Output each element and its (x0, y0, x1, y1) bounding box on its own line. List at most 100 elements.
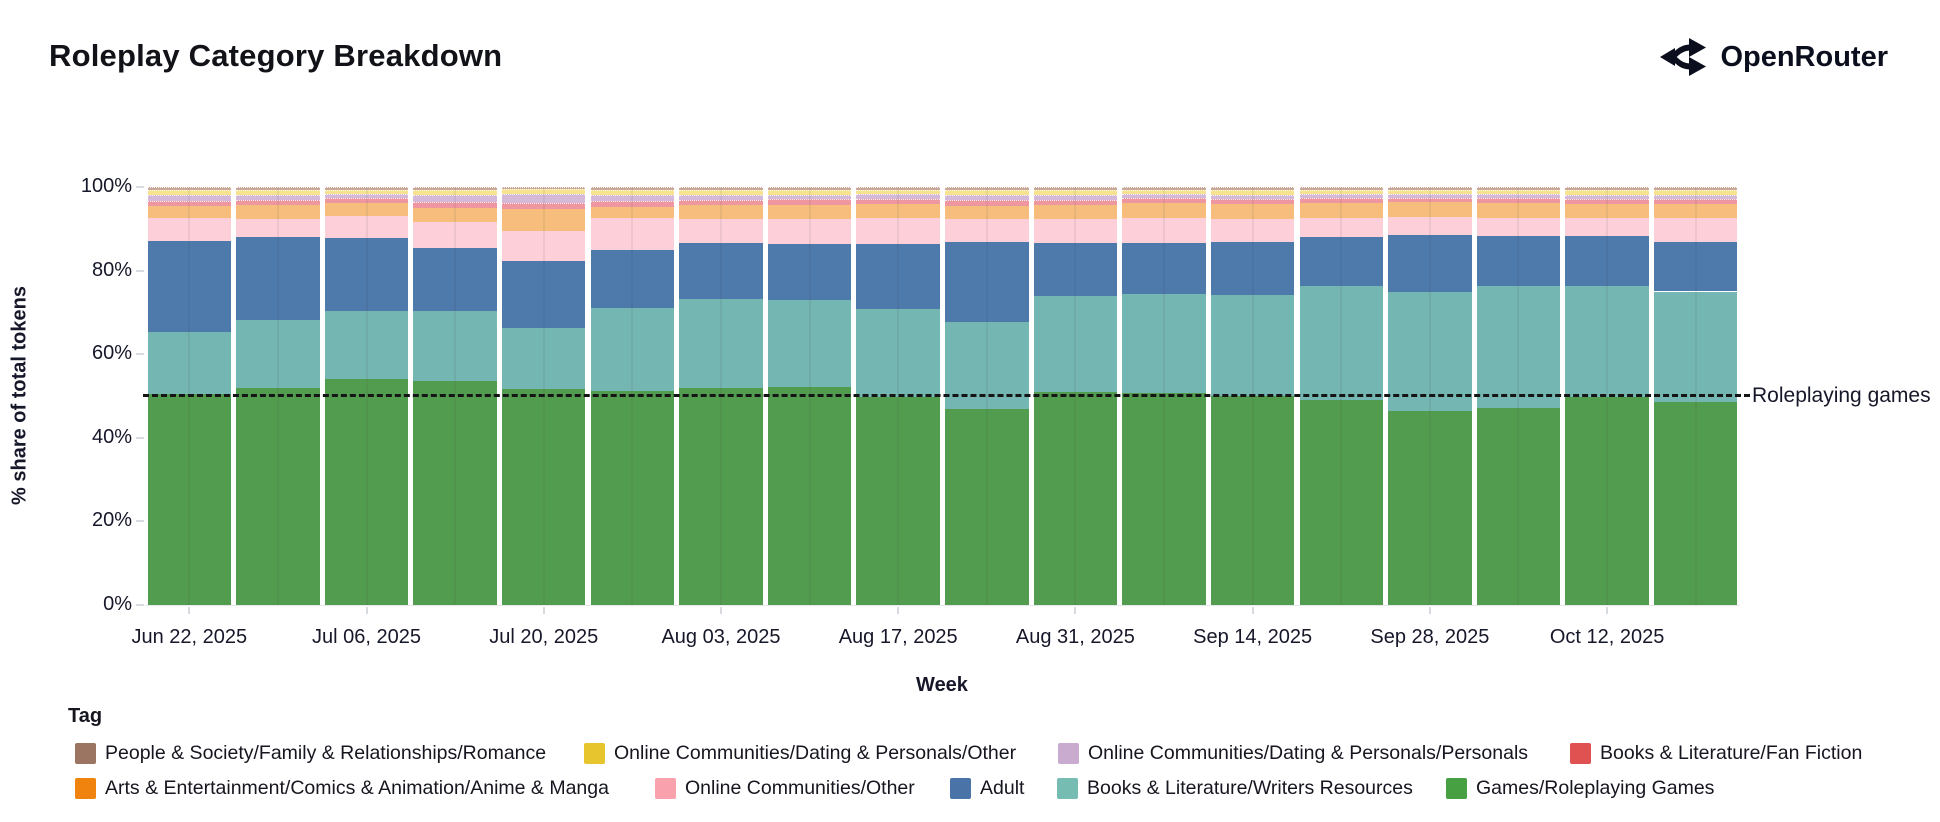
bar-segment[interactable] (767, 219, 852, 244)
bar-segment[interactable] (1476, 203, 1561, 218)
bar-segment[interactable] (1476, 194, 1561, 199)
bar-segment[interactable] (856, 396, 940, 605)
bar-segment[interactable] (236, 189, 320, 195)
bar-segment[interactable] (324, 238, 409, 312)
bar-segment[interactable] (1653, 218, 1738, 242)
bar-segment[interactable] (1210, 294, 1295, 396)
bar-segment[interactable] (1122, 217, 1206, 243)
bar-segment[interactable] (679, 205, 763, 220)
bar-segment[interactable] (1299, 194, 1383, 199)
bar-segment[interactable] (236, 319, 320, 389)
bar-segment[interactable] (1565, 199, 1649, 205)
bar-segment[interactable] (1122, 242, 1206, 294)
legend-item[interactable]: Adult (950, 777, 1024, 800)
bar-segment[interactable] (1476, 189, 1561, 195)
bar-segment[interactable] (767, 386, 852, 605)
bar-segment[interactable] (324, 203, 409, 216)
bar-segment[interactable] (1653, 204, 1738, 219)
bar-segment[interactable] (1033, 295, 1118, 392)
bar-segment[interactable] (679, 243, 763, 300)
bar-segment[interactable] (1033, 205, 1118, 219)
bar-segment[interactable] (236, 187, 320, 190)
bar-segment[interactable] (1122, 187, 1206, 190)
bar-segment[interactable] (1653, 194, 1738, 200)
bar-segment[interactable] (1210, 194, 1295, 200)
bar-segment[interactable] (1565, 235, 1649, 287)
bar-segment[interactable] (856, 203, 940, 219)
bar-segment[interactable] (1210, 189, 1295, 195)
bar-segment[interactable] (590, 308, 675, 391)
bar-segment[interactable] (1033, 391, 1118, 605)
bar-segment[interactable] (324, 194, 409, 199)
bar-segment[interactable] (236, 236, 320, 320)
bar-segment[interactable] (502, 260, 586, 329)
bar-segment[interactable] (1653, 291, 1738, 402)
bar-segment[interactable] (679, 194, 763, 200)
bar-segment[interactable] (147, 240, 231, 333)
bar-segment[interactable] (1565, 204, 1649, 219)
bar-segment[interactable] (856, 187, 940, 190)
bar-segment[interactable] (236, 204, 320, 219)
bar-segment[interactable] (1388, 410, 1472, 605)
bar-segment[interactable] (502, 189, 586, 194)
bar-segment[interactable] (1122, 393, 1206, 605)
bar-segment[interactable] (147, 189, 231, 195)
bar-segment[interactable] (1299, 198, 1383, 204)
legend-item[interactable]: Books & Literature/Fan Fiction (1570, 742, 1862, 765)
bar-segment[interactable] (590, 206, 675, 219)
bar-segment[interactable] (1210, 242, 1295, 295)
legend-item[interactable]: Online Communities/Dating & Personals/Pe… (1058, 742, 1528, 765)
bar-segment[interactable] (1388, 189, 1472, 194)
bar-segment[interactable] (1033, 189, 1118, 195)
bar-segment[interactable] (147, 205, 231, 219)
bar-segment[interactable] (1210, 219, 1295, 243)
bar-segment[interactable] (502, 328, 586, 390)
bar-segment[interactable] (1033, 243, 1118, 296)
bar-segment[interactable] (1299, 203, 1383, 219)
bar-segment[interactable] (945, 199, 1029, 206)
bar-segment[interactable] (1299, 187, 1383, 190)
bar-segment[interactable] (679, 189, 763, 195)
bar-segment[interactable] (502, 230, 586, 261)
bar-segment[interactable] (147, 200, 231, 206)
bar-segment[interactable] (856, 194, 940, 199)
bar-segment[interactable] (945, 409, 1029, 605)
legend-item[interactable]: Online Communities/Dating & Personals/Ot… (584, 742, 1016, 765)
bar-segment[interactable] (1299, 189, 1383, 195)
bar-segment[interactable] (502, 187, 586, 190)
bar-segment[interactable] (1565, 396, 1649, 605)
bar-segment[interactable] (1122, 294, 1206, 394)
bar-segment[interactable] (413, 189, 497, 196)
bar-segment[interactable] (147, 194, 231, 201)
bar-segment[interactable] (1122, 203, 1206, 218)
bar-segment[interactable] (413, 221, 497, 248)
bar-segment[interactable] (1122, 198, 1206, 204)
legend-item[interactable]: People & Society/Family & Relationships/… (75, 742, 546, 765)
bar-segment[interactable] (1210, 187, 1295, 190)
bar-segment[interactable] (1033, 194, 1118, 200)
bar-segment[interactable] (413, 380, 497, 605)
bar-segment[interactable] (1388, 197, 1472, 203)
bar-segment[interactable] (1476, 187, 1561, 190)
bar-segment[interactable] (1388, 193, 1472, 198)
bar-segment[interactable] (856, 189, 940, 195)
bar-segment[interactable] (502, 203, 586, 210)
bar-segment[interactable] (679, 187, 763, 190)
legend-item[interactable]: Arts & Entertainment/Comics & Animation/… (75, 777, 609, 800)
bar-segment[interactable] (1653, 401, 1738, 605)
bar-segment[interactable] (413, 311, 497, 381)
bar-segment[interactable] (1476, 235, 1561, 287)
bar-segment[interactable] (1299, 218, 1383, 237)
bar-segment[interactable] (945, 194, 1029, 200)
bar-segment[interactable] (590, 189, 675, 195)
bar-segment[interactable] (590, 194, 675, 201)
bar-segment[interactable] (1565, 189, 1649, 195)
bar-segment[interactable] (147, 218, 231, 241)
bar-segment[interactable] (1033, 199, 1118, 206)
bar-segment[interactable] (1388, 187, 1472, 190)
bar-segment[interactable] (856, 198, 940, 204)
bar-segment[interactable] (1299, 236, 1383, 287)
bar-segment[interactable] (767, 204, 852, 220)
bar-segment[interactable] (236, 199, 320, 205)
bar-segment[interactable] (1299, 400, 1383, 605)
